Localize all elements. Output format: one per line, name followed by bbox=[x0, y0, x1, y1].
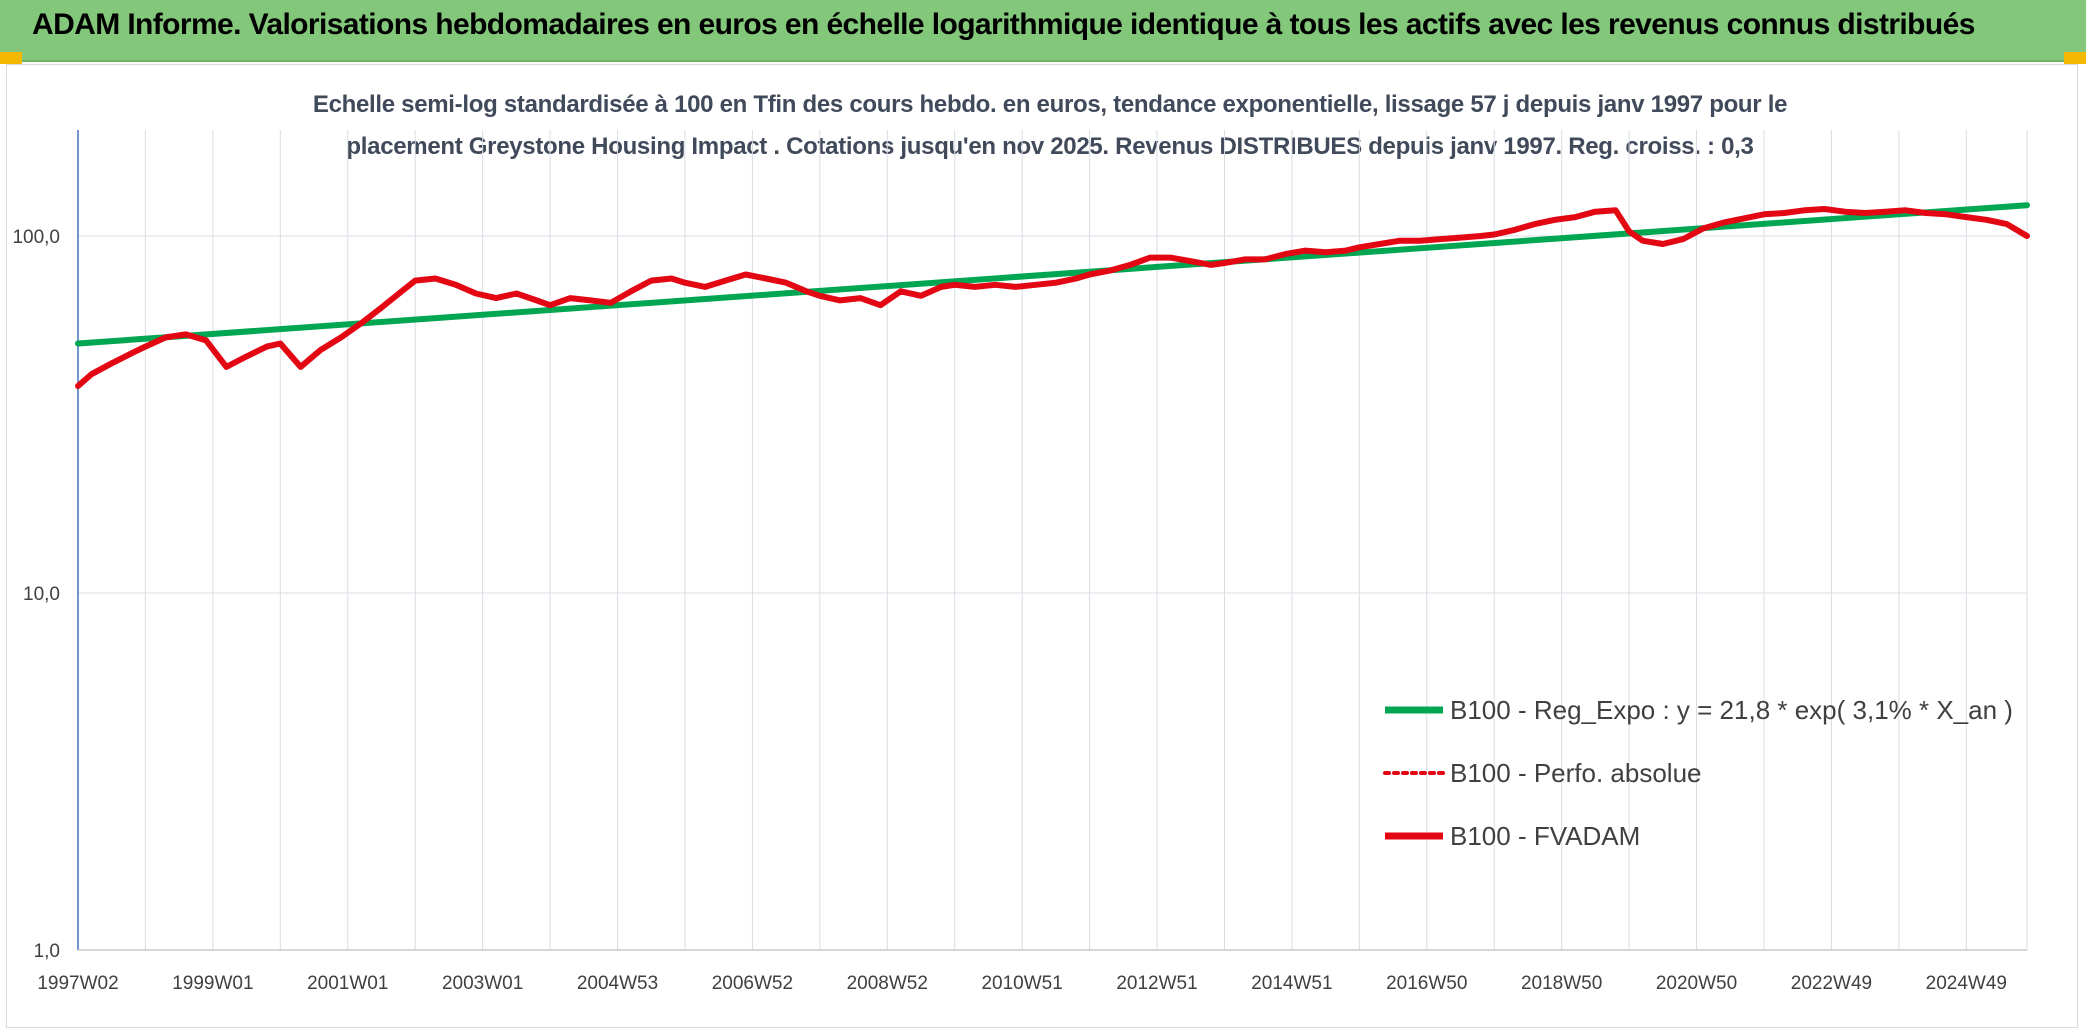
chart-title-line2: placement Greystone Housing Impact . Cot… bbox=[346, 133, 1754, 160]
y-tick-label: 1,0 bbox=[34, 941, 60, 962]
chart-title: Echelle semi-log standardisée à 100 en T… bbox=[180, 84, 1920, 168]
series-line bbox=[75, 202, 2030, 347]
x-tick-label: 2008W52 bbox=[847, 973, 928, 994]
corner-accent-right bbox=[2064, 52, 2086, 64]
grid-lines bbox=[77, 130, 2028, 951]
report-banner: ADAM Informe. Valorisations hebdomadaire… bbox=[0, 0, 2086, 62]
chart-title-line1: Echelle semi-log standardisée à 100 en T… bbox=[312, 91, 1788, 118]
x-tick-label: 2010W51 bbox=[981, 973, 1062, 994]
series-lines bbox=[75, 202, 2030, 389]
banner-title: ADAM Informe. Valorisations hebdomadaire… bbox=[32, 8, 1975, 41]
x-tick-label: 2003W01 bbox=[442, 973, 523, 994]
legend-label: B100 - Perfo. absolue bbox=[1450, 758, 1702, 788]
x-tick-label: 2016W50 bbox=[1386, 973, 1467, 994]
y-tick-label: 100,0 bbox=[12, 227, 60, 248]
x-tick-label: 2020W50 bbox=[1656, 973, 1737, 994]
y-tick-label: 10,0 bbox=[23, 584, 60, 605]
axes bbox=[77, 130, 2027, 951]
x-tick-label: 2006W52 bbox=[712, 973, 793, 994]
legend-label: B100 - Reg_Expo : y = 21,8 * exp( 3,1% *… bbox=[1450, 695, 2013, 725]
corner-accent-left bbox=[0, 52, 22, 64]
x-tick-label: 2014W51 bbox=[1251, 973, 1332, 994]
plot-area-border bbox=[6, 64, 2078, 1028]
x-tick-label: 2001W01 bbox=[307, 973, 388, 994]
x-tick-label: 2004W53 bbox=[577, 973, 658, 994]
legend-label: B100 - FVADAM bbox=[1450, 821, 1640, 851]
x-tick-label: 1997W02 bbox=[37, 973, 118, 994]
tick-labels: 1,0 10,0 100,0 1997W02 1999W01 2001W01 2003W01… bbox=[12, 227, 2007, 994]
series-line bbox=[75, 206, 2030, 389]
x-tick-label: 1999W01 bbox=[172, 973, 253, 994]
legend: B100 - Reg_Expo : y = 21,8 * exp( 3,1% *… bbox=[1383, 695, 2013, 851]
x-tick-label: 2022W49 bbox=[1791, 973, 1872, 994]
x-tick-label: 2012W51 bbox=[1116, 973, 1197, 994]
x-tick-label: 2018W50 bbox=[1521, 973, 1602, 994]
x-tick-label: 2024W49 bbox=[1926, 973, 2007, 994]
